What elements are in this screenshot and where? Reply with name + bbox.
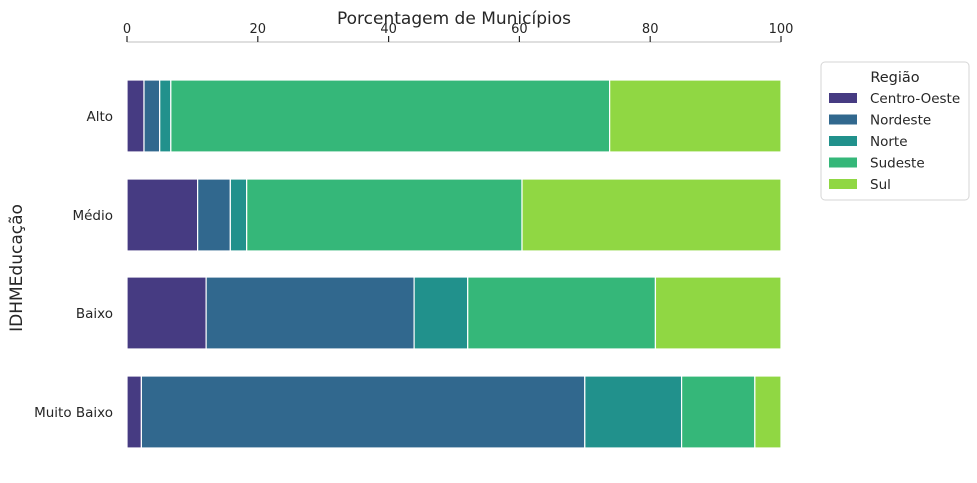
bar-segment bbox=[521, 178, 782, 252]
x-axis-ticks: 0 20 40 60 80 100 bbox=[123, 22, 794, 42]
bar-segment bbox=[654, 276, 782, 350]
category-label: Médio bbox=[72, 208, 113, 224]
legend-items: Centro-Oeste Nordeste Norte Sudeste Sul bbox=[829, 91, 960, 193]
x-tick-label: 20 bbox=[250, 22, 267, 37]
legend-label: Centro-Oeste bbox=[870, 91, 960, 107]
bar-segment bbox=[229, 178, 248, 252]
bar-segment bbox=[584, 375, 683, 449]
y-axis-category-labels: Alto Médio Baixo Muito Baixo bbox=[34, 109, 113, 421]
x-tick-label: 60 bbox=[511, 22, 528, 37]
legend: Região Centro-Oeste Nordeste Norte Sudeste S… bbox=[820, 61, 970, 201]
bar-segment bbox=[140, 375, 586, 449]
bar-segment bbox=[126, 79, 145, 153]
category-label: Muito Baixo bbox=[34, 405, 113, 421]
bar-segment bbox=[754, 375, 782, 449]
legend-swatch bbox=[829, 179, 857, 189]
x-tick-label: 0 bbox=[123, 22, 131, 37]
x-tick-label: 80 bbox=[642, 22, 659, 37]
legend-swatch bbox=[829, 157, 857, 168]
bar-segment bbox=[205, 276, 415, 350]
bar-segment bbox=[680, 375, 756, 449]
legend-swatch bbox=[829, 136, 857, 146]
category-label: Alto bbox=[86, 109, 113, 125]
bar-segment bbox=[246, 178, 523, 252]
bar-segment bbox=[159, 79, 172, 153]
bar-segment bbox=[609, 79, 782, 153]
bars bbox=[126, 79, 782, 449]
legend-frame bbox=[820, 61, 970, 201]
legend-label: Norte bbox=[870, 134, 908, 150]
bar-segment bbox=[413, 276, 469, 350]
legend-label: Nordeste bbox=[870, 113, 931, 129]
x-tick-label: 100 bbox=[769, 22, 794, 37]
y-axis-title: IDHMEducação bbox=[7, 204, 27, 332]
x-axis-title: Porcentagem de Municípios bbox=[337, 9, 571, 29]
bar-segment bbox=[170, 79, 611, 153]
legend-swatch bbox=[829, 114, 857, 125]
x-tick-label: 40 bbox=[380, 22, 397, 37]
bar-segment bbox=[143, 79, 161, 153]
legend-title: Região bbox=[870, 70, 919, 86]
bar-segment bbox=[126, 276, 207, 350]
legend-label: Sul bbox=[870, 177, 891, 193]
bar-segment bbox=[126, 178, 199, 252]
bar-segment bbox=[197, 178, 231, 252]
legend-swatch bbox=[829, 93, 857, 103]
legend-label: Sudeste bbox=[870, 156, 925, 172]
category-label: Baixo bbox=[76, 306, 113, 322]
bar-segment bbox=[467, 276, 657, 350]
bar-segment bbox=[126, 375, 142, 449]
